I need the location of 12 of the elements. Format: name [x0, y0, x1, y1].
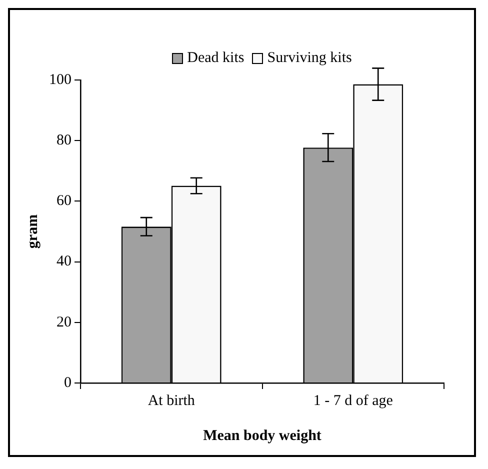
y-tick-label: 60 — [56, 193, 72, 210]
x-tick-label: At birth — [148, 392, 196, 409]
y-axis-title: gram — [24, 214, 41, 249]
legend-label: Dead kits — [187, 50, 244, 67]
y-tick-label: 40 — [56, 254, 72, 270]
x-tick-label: 1 - 7 d of age — [313, 392, 394, 409]
y-tick-label: 0 — [64, 374, 72, 391]
x-axis-title: Mean body weight — [203, 428, 322, 444]
y-tick-label: 20 — [56, 314, 72, 330]
series-label: Surviving kits — [267, 50, 352, 67]
y-tick-label: 80 — [56, 132, 72, 149]
y-tick-label: 100 — [49, 72, 72, 88]
